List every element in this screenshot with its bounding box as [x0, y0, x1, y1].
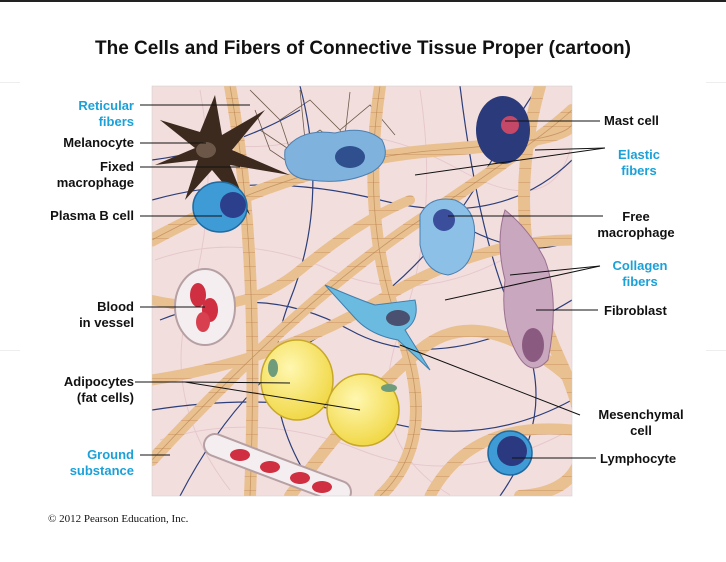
- edge-line: [0, 350, 20, 351]
- label-blood-in-vessel: Blood in vessel: [79, 299, 134, 330]
- label-reticular-fibers: Reticular fibers: [78, 98, 134, 129]
- free-macrophage: [419, 198, 476, 276]
- mast-cell: [476, 96, 530, 164]
- label-mast-cell: Mast cell: [604, 113, 659, 128]
- label-plasma-b-cell: Plasma B cell: [50, 208, 134, 223]
- label-collagen-fibers: Collagen fibers: [612, 258, 668, 289]
- fibroblast: [499, 209, 554, 369]
- mesenchymal-cell: [324, 284, 431, 371]
- copyright-notice: © 2012 Pearson Education, Inc.: [48, 513, 189, 525]
- top-border-line: [0, 0, 726, 2]
- edge-line: [706, 350, 726, 351]
- leader-lines: [135, 104, 606, 459]
- plasma-b-cell: [192, 181, 248, 233]
- label-free-macrophage: Free macrophage: [597, 209, 675, 240]
- fixed-macrophage: [284, 129, 386, 182]
- label-lymphocyte: Lymphocyte: [600, 451, 677, 466]
- label-adipocytes: Adipocytes (fat cells): [63, 374, 134, 405]
- edge-line: [706, 82, 726, 83]
- lymphocyte: [487, 430, 533, 476]
- melanocyte: [155, 95, 290, 215]
- label-elastic-fibers: Elastic fibers: [618, 147, 660, 178]
- label-mesenchymal-cell: Mesenchymal cell: [598, 407, 684, 438]
- adipocytes: [260, 339, 400, 447]
- label-ground-substance: Ground substance: [69, 447, 134, 478]
- label-fibroblast: Fibroblast: [604, 303, 667, 318]
- diagram-title: The Cells and Fibers of Connective Tissu…: [95, 38, 631, 59]
- edge-line: [0, 82, 20, 83]
- label-melanocyte: Melanocyte: [63, 135, 134, 150]
- label-fixed-macrophage: Fixed macrophage: [56, 159, 134, 190]
